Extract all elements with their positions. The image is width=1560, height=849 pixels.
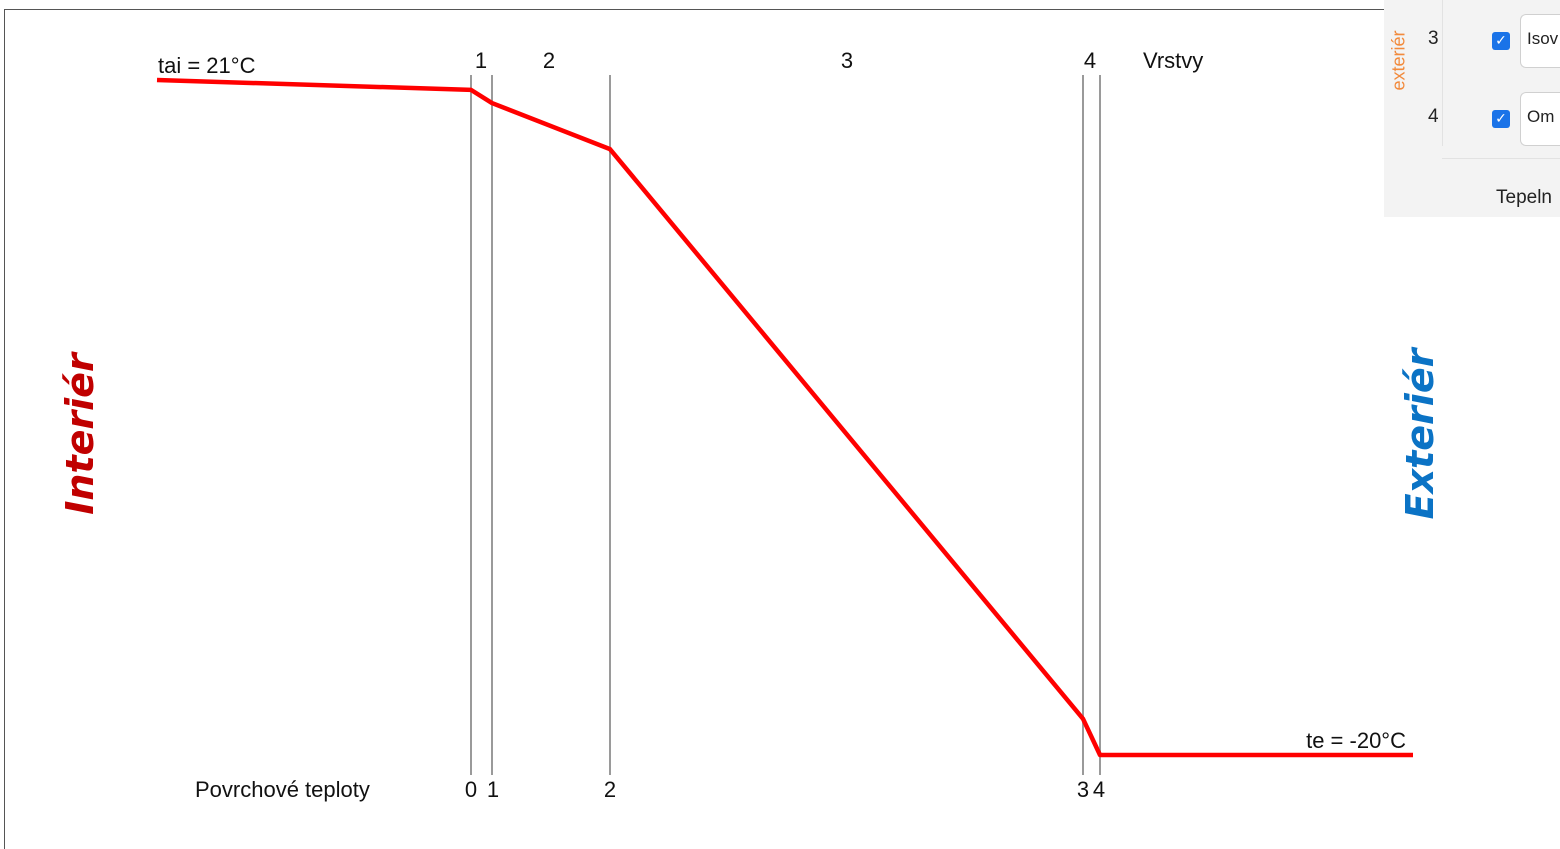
layer-boundaries xyxy=(470,75,1101,775)
boundary-number-label: 0 xyxy=(465,777,477,802)
layer-row-number: 3 xyxy=(1428,28,1439,49)
panel-footer-label: Tepeln xyxy=(1496,187,1552,208)
layer-number-label: 3 xyxy=(841,48,853,73)
layer-name-field[interactable]: Isov xyxy=(1520,14,1560,68)
exterior-side-tab-label: exteriér xyxy=(1388,30,1409,91)
exterior-temp-label: te = -20°C xyxy=(1306,728,1406,753)
layer-number-label: 4 xyxy=(1084,48,1096,73)
layer-checkbox[interactable]: ✓ xyxy=(1492,32,1510,50)
layers-panel: exteriér 3 ✓ Isov 4 ✓ Om Tepeln xyxy=(1384,0,1560,217)
exterior-label: Exteriér xyxy=(1398,348,1442,520)
boundary-number-label: 1 xyxy=(487,777,499,802)
boundary-number-label: 4 xyxy=(1093,777,1105,802)
layer-row-number: 4 xyxy=(1428,106,1439,127)
boundary-number-label: 3 xyxy=(1077,777,1089,802)
exterior-side-tab: exteriér xyxy=(1384,0,1410,160)
panel-row-separator xyxy=(1442,158,1560,159)
temperature-profile-line xyxy=(156,77,1413,758)
surface-temps-caption: Povrchové teploty xyxy=(195,777,370,802)
interior-label: Interiér xyxy=(58,353,102,515)
layer-number-label: 2 xyxy=(543,48,555,73)
layer-checkbox[interactable]: ✓ xyxy=(1492,110,1510,128)
layer-number-label: 1 xyxy=(475,48,487,73)
layer-row: 4 ✓ Om xyxy=(1410,92,1560,148)
layers-caption: Vrstvy xyxy=(1143,48,1203,73)
chart-frame xyxy=(4,9,1404,849)
layer-number-labels: 1 2 3 4 xyxy=(475,48,1096,73)
layer-row: 3 ✓ Isov xyxy=(1410,14,1560,70)
boundary-number-label: 2 xyxy=(604,777,616,802)
interior-temp-label: tai = 21°C xyxy=(158,53,256,78)
layer-name-field[interactable]: Om xyxy=(1520,92,1560,146)
panel-divider xyxy=(1442,0,1443,146)
